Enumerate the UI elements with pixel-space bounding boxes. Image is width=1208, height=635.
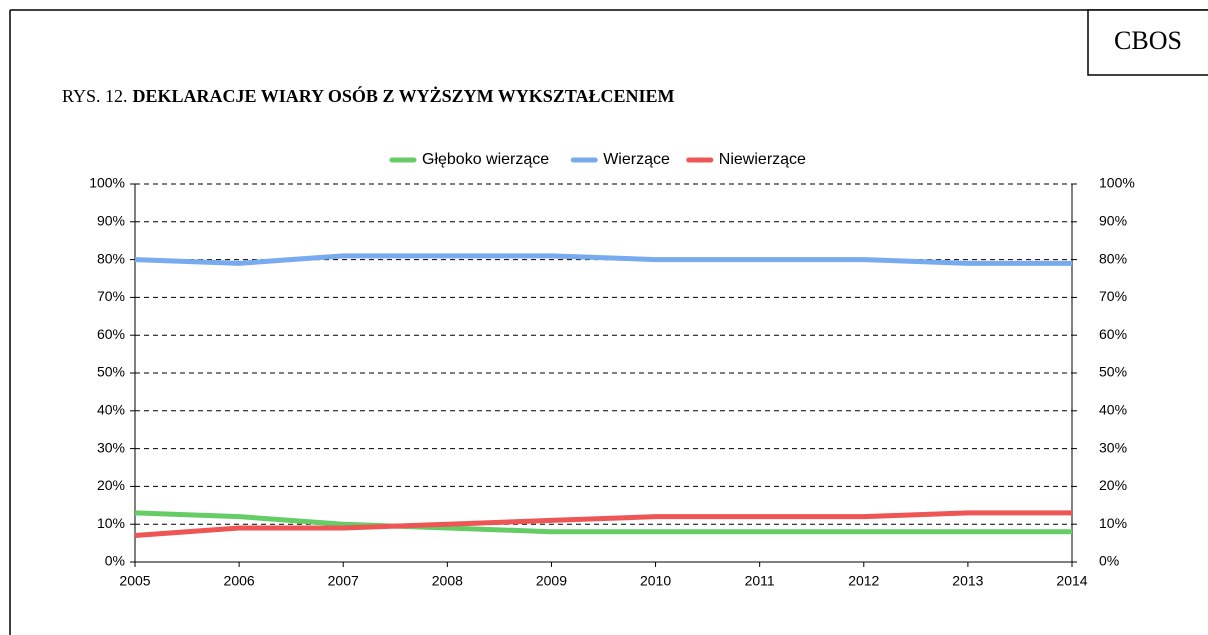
legend-label: Niewierzące	[719, 151, 806, 168]
x-tick-label: 2014	[1056, 573, 1087, 589]
y2-tick-label: 60%	[1099, 326, 1127, 342]
y2-tick-label: 10%	[1099, 515, 1127, 531]
x-tick-label: 2010	[640, 573, 671, 589]
y-tick-label: 0%	[105, 553, 125, 569]
x-tick-label: 2012	[848, 573, 879, 589]
x-tick-label: 2005	[119, 573, 150, 589]
logo: CBOS	[1114, 26, 1182, 55]
y2-tick-label: 40%	[1099, 402, 1127, 418]
y-tick-label: 60%	[97, 326, 125, 342]
x-tick-label: 2007	[328, 573, 359, 589]
title-main: DEKLARACJE WIARY OSÓB Z WYŻSZYM WYKSZTAŁ…	[133, 85, 675, 106]
x-tick-label: 2009	[536, 573, 567, 589]
chart-title: RYS. 12. DEKLARACJE WIARY OSÓB Z WYŻSZYM …	[62, 85, 675, 106]
legend-label: Wierzące	[603, 151, 670, 168]
y-tick-label: 100%	[89, 175, 125, 191]
legend-label: Głęboko wierzące	[422, 151, 549, 168]
y-tick-label: 70%	[97, 288, 125, 304]
y-tick-label: 90%	[97, 213, 125, 229]
series-line	[134, 510, 1072, 539]
x-tick-label: 2011	[745, 573, 775, 589]
title-prefix: RYS. 12.	[62, 86, 128, 106]
y-tick-label: 30%	[97, 439, 125, 455]
x-tick-label: 2008	[432, 573, 463, 589]
x-tick-label: 2006	[224, 573, 255, 589]
y-tick-label: 50%	[97, 364, 125, 380]
logo-box	[1087, 9, 1208, 76]
y-tick-label: 20%	[97, 477, 125, 493]
y2-tick-label: 80%	[1099, 250, 1127, 266]
y-tick-label: 80%	[97, 250, 125, 266]
y2-tick-label: 30%	[1099, 439, 1127, 455]
y2-tick-label: 100%	[1099, 175, 1135, 191]
y-tick-label: 40%	[97, 402, 125, 418]
y2-tick-label: 70%	[1099, 288, 1127, 304]
y2-tick-label: 50%	[1099, 364, 1127, 380]
y-tick-label: 10%	[97, 515, 125, 531]
y2-tick-label: 90%	[1099, 213, 1127, 229]
y2-tick-label: 20%	[1099, 477, 1127, 493]
series-line	[134, 253, 1072, 266]
x-tick-label: 2013	[952, 573, 983, 589]
y2-tick-label: 0%	[1099, 553, 1119, 569]
series-line	[134, 510, 1072, 535]
